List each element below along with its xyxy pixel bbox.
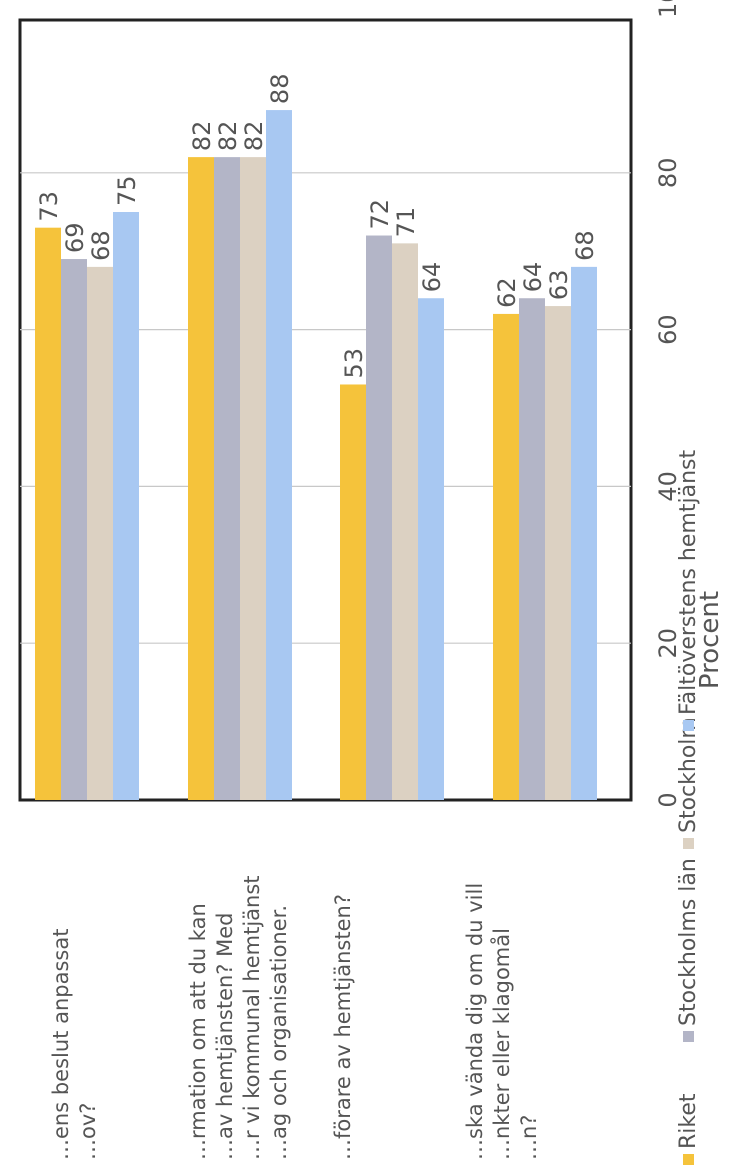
bar: [87, 266, 113, 800]
bar: [571, 266, 597, 800]
bar: [266, 110, 292, 800]
tick-label-100: 100: [654, 0, 682, 18]
value-label: 69: [61, 222, 89, 253]
category-label-line: …ag och organisationer.: [267, 905, 291, 1160]
category-label-line: …ens beslut anpassat: [49, 929, 73, 1160]
tick-label-80: 80: [654, 158, 682, 189]
category-label-line: …ska vända dig om du vill: [463, 883, 487, 1160]
tick-label-0: 0: [654, 792, 682, 807]
category-label-line: …ov?: [76, 1103, 100, 1160]
bar: [113, 212, 139, 800]
bar: [418, 298, 444, 800]
value-label: 68: [571, 230, 599, 261]
legend-swatch: [683, 720, 694, 731]
value-label: 75: [113, 175, 141, 206]
bar: [240, 157, 266, 800]
value-label: 82: [214, 121, 242, 152]
bar: [340, 384, 366, 800]
category-label-line: …r vi kommunal hemtjänst: [240, 875, 264, 1160]
legend-item: Stockholms län: [676, 858, 701, 1042]
value-label: 64: [418, 262, 446, 293]
value-label: 72: [366, 199, 394, 230]
value-label: 71: [392, 207, 420, 238]
legend-label: Riket: [676, 1093, 701, 1149]
bars: [35, 110, 597, 801]
bar: [493, 313, 519, 800]
legend-label: Stockholm: [676, 717, 701, 833]
bar: [188, 157, 214, 800]
bar: [35, 227, 61, 800]
value-labels: 73 82 53 62 69 82 72 64 68 82 71 63 75 88 64 68: [35, 74, 599, 379]
legend-label: Fältöverstens hemtjänst: [676, 450, 701, 715]
value-label: 82: [240, 121, 268, 152]
bar: [519, 298, 545, 800]
value-label: 82: [188, 121, 216, 152]
x-axis-ticks: 0 20 40 60 80 100: [654, 0, 682, 808]
tick-label-20: 20: [654, 628, 682, 659]
bar: [61, 259, 87, 800]
bar: [545, 306, 571, 800]
legend-item: Fältöverstens hemtjänst: [676, 450, 701, 731]
value-label: 73: [35, 191, 63, 222]
value-label: 64: [519, 262, 547, 293]
category-label-line: …förare av hemtjänsten?: [331, 894, 355, 1160]
category-label-line: …av hemtjänsten? Med: [213, 913, 237, 1161]
bar: [392, 243, 418, 801]
x-axis-label: Procent: [695, 591, 725, 689]
bar: [366, 235, 392, 800]
legend-label: Stockholms län: [676, 858, 701, 1026]
legend: Riket Stockholms län StockholmFältöversten…: [676, 450, 701, 1165]
tick-label-40: 40: [654, 471, 682, 502]
bar: [214, 157, 240, 800]
tick-label-60: 60: [654, 314, 682, 345]
value-label: 68: [87, 230, 115, 261]
value-label: 62: [493, 277, 521, 308]
value-label: 53: [340, 348, 368, 379]
legend-swatch: [683, 1154, 694, 1165]
legend-swatch: [683, 1031, 694, 1042]
legend-item: Riket: [676, 1093, 701, 1165]
value-label: 88: [266, 74, 294, 105]
legend-swatch: [683, 838, 694, 849]
legend-item: Stockholm: [676, 717, 701, 849]
category-label-line: …nkter eller klagomål: [489, 928, 514, 1160]
category-label-line: …rmation om att du kan: [186, 903, 210, 1160]
category-labels: …ens beslut anpassat …ov? …rmation om att …: [49, 875, 541, 1160]
category-label-line: …n?: [517, 1115, 541, 1160]
value-label: 63: [545, 270, 573, 301]
